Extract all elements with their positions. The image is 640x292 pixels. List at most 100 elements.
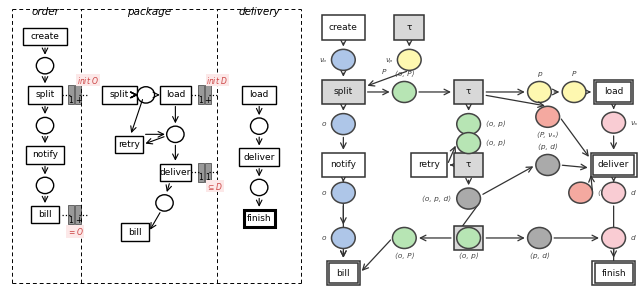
- Text: ⟨p, d⟩: ⟨p, d⟩: [529, 253, 549, 260]
- FancyBboxPatch shape: [28, 86, 62, 104]
- FancyBboxPatch shape: [75, 85, 81, 105]
- Circle shape: [457, 188, 481, 209]
- Text: package: package: [127, 7, 171, 17]
- Text: $\subseteq D$: $\subseteq D$: [207, 181, 223, 192]
- Text: τ: τ: [466, 88, 471, 96]
- FancyBboxPatch shape: [205, 163, 211, 182]
- Text: init $D$: init $D$: [207, 74, 228, 86]
- Text: 1: 1: [68, 215, 73, 225]
- Text: notify: notify: [330, 161, 356, 169]
- FancyBboxPatch shape: [31, 206, 59, 223]
- Text: o: o: [322, 235, 326, 241]
- Text: P: P: [572, 71, 577, 77]
- Text: 1: 1: [205, 173, 211, 182]
- Circle shape: [332, 182, 355, 203]
- Text: 1: 1: [198, 96, 204, 105]
- FancyBboxPatch shape: [121, 223, 149, 241]
- FancyBboxPatch shape: [454, 152, 483, 178]
- FancyBboxPatch shape: [411, 152, 447, 178]
- FancyBboxPatch shape: [102, 86, 136, 104]
- Text: ⟨o, P⟩: ⟨o, P⟩: [395, 70, 414, 77]
- FancyBboxPatch shape: [198, 163, 204, 182]
- Text: notify: notify: [32, 150, 58, 159]
- Circle shape: [36, 177, 54, 194]
- Text: bill: bill: [128, 228, 142, 237]
- Text: ⟨p, d⟩: ⟨p, d⟩: [538, 143, 557, 150]
- FancyBboxPatch shape: [26, 146, 63, 164]
- Circle shape: [392, 81, 416, 102]
- Circle shape: [602, 112, 625, 133]
- Circle shape: [332, 49, 355, 70]
- Text: 1: 1: [198, 173, 204, 182]
- FancyBboxPatch shape: [23, 28, 67, 45]
- Circle shape: [569, 182, 593, 203]
- Text: $P$: $P$: [381, 67, 388, 77]
- Text: delivery: delivery: [238, 7, 280, 17]
- Text: split: split: [110, 91, 129, 99]
- FancyBboxPatch shape: [160, 164, 191, 181]
- Text: +: +: [75, 215, 82, 225]
- Text: finish: finish: [602, 269, 626, 277]
- FancyBboxPatch shape: [68, 205, 74, 224]
- Circle shape: [457, 133, 481, 154]
- Circle shape: [527, 81, 551, 102]
- Text: split: split: [333, 88, 353, 96]
- Text: ⟨o, p⟩: ⟨o, p⟩: [486, 140, 506, 146]
- Text: o: o: [322, 190, 326, 196]
- Text: retry: retry: [118, 140, 140, 149]
- Circle shape: [332, 114, 355, 135]
- Circle shape: [527, 227, 551, 248]
- Text: bill: bill: [38, 210, 52, 219]
- Circle shape: [397, 49, 421, 70]
- Text: νₓ: νₓ: [631, 120, 638, 126]
- Circle shape: [332, 227, 355, 248]
- FancyBboxPatch shape: [242, 86, 276, 104]
- FancyBboxPatch shape: [75, 205, 81, 224]
- Text: retry: retry: [418, 161, 440, 169]
- Circle shape: [36, 58, 54, 74]
- Text: bill: bill: [337, 269, 350, 277]
- Circle shape: [536, 106, 559, 127]
- FancyBboxPatch shape: [322, 152, 365, 178]
- Text: ⟨P, d⟩: ⟨P, d⟩: [598, 190, 616, 196]
- Text: ⟨o, p⟩: ⟨o, p⟩: [459, 253, 479, 260]
- Text: finish: finish: [247, 214, 271, 223]
- Text: $= O$: $= O$: [67, 226, 84, 237]
- Text: τ: τ: [406, 23, 412, 32]
- Text: create: create: [31, 32, 60, 41]
- Circle shape: [536, 154, 559, 175]
- Text: ⟨o, p, d⟩: ⟨o, p, d⟩: [422, 195, 451, 202]
- FancyBboxPatch shape: [68, 85, 74, 105]
- FancyBboxPatch shape: [454, 79, 483, 105]
- Text: d: d: [631, 190, 636, 196]
- FancyBboxPatch shape: [591, 152, 637, 178]
- Text: p: p: [537, 71, 542, 77]
- Circle shape: [602, 227, 625, 248]
- Text: create: create: [329, 23, 358, 32]
- Circle shape: [156, 195, 173, 211]
- Text: order: order: [31, 7, 59, 17]
- Text: load: load: [250, 91, 269, 99]
- Text: deliver: deliver: [160, 168, 191, 177]
- Text: split: split: [35, 91, 54, 99]
- Text: o: o: [322, 121, 326, 127]
- Circle shape: [602, 182, 625, 203]
- Text: d: d: [631, 235, 636, 241]
- Circle shape: [36, 117, 54, 134]
- FancyBboxPatch shape: [594, 79, 634, 105]
- FancyBboxPatch shape: [239, 148, 280, 166]
- Circle shape: [457, 114, 481, 135]
- Text: ⟨P, νₓ⟩: ⟨P, νₓ⟩: [537, 132, 558, 138]
- Text: load: load: [166, 91, 185, 99]
- Circle shape: [250, 118, 268, 134]
- Circle shape: [457, 227, 481, 248]
- FancyBboxPatch shape: [205, 85, 211, 105]
- Circle shape: [137, 87, 155, 103]
- Text: init $O$: init $O$: [77, 74, 99, 86]
- Text: τ: τ: [466, 161, 471, 169]
- Circle shape: [166, 126, 184, 142]
- Text: ⟨o, P⟩: ⟨o, P⟩: [395, 253, 414, 260]
- Text: deliver: deliver: [243, 153, 275, 161]
- Circle shape: [250, 179, 268, 196]
- FancyBboxPatch shape: [244, 210, 275, 227]
